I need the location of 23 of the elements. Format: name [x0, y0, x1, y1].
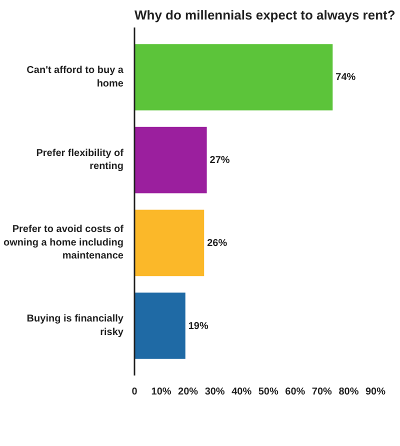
data-label: 27% — [210, 155, 230, 166]
x-tick-label: 90% — [365, 386, 386, 398]
x-tick-label: 80% — [338, 386, 359, 398]
data-label: 74% — [336, 72, 356, 84]
x-tick-label: 10% — [151, 386, 172, 398]
y-tick-label: Prefer flexibility of renting — [36, 148, 124, 172]
chart-title: Why do millennials expect to always rent? — [134, 8, 396, 22]
y-tick-label: Can't afford to buy a home — [26, 65, 124, 90]
bar — [134, 126, 207, 194]
x-tick-label: 20% — [178, 386, 198, 398]
x-tick-label: 30% — [204, 386, 225, 398]
y-tick-label: Prefer to avoid costs of owning a home including maintenance — [4, 224, 124, 262]
bar — [134, 44, 333, 110]
x-tick-label: 70% — [312, 386, 332, 398]
x-tick-label: 50% — [258, 386, 279, 398]
data-label: 19% — [188, 320, 208, 332]
bar — [134, 292, 186, 359]
bar — [134, 210, 204, 276]
y-tick-label: Buying is financially risky — [26, 314, 124, 338]
x-tick-label: 60% — [285, 386, 306, 398]
x-tick-label: 0 — [132, 386, 138, 398]
data-label: 26% — [207, 238, 228, 249]
x-tick-label: 40% — [232, 386, 252, 398]
